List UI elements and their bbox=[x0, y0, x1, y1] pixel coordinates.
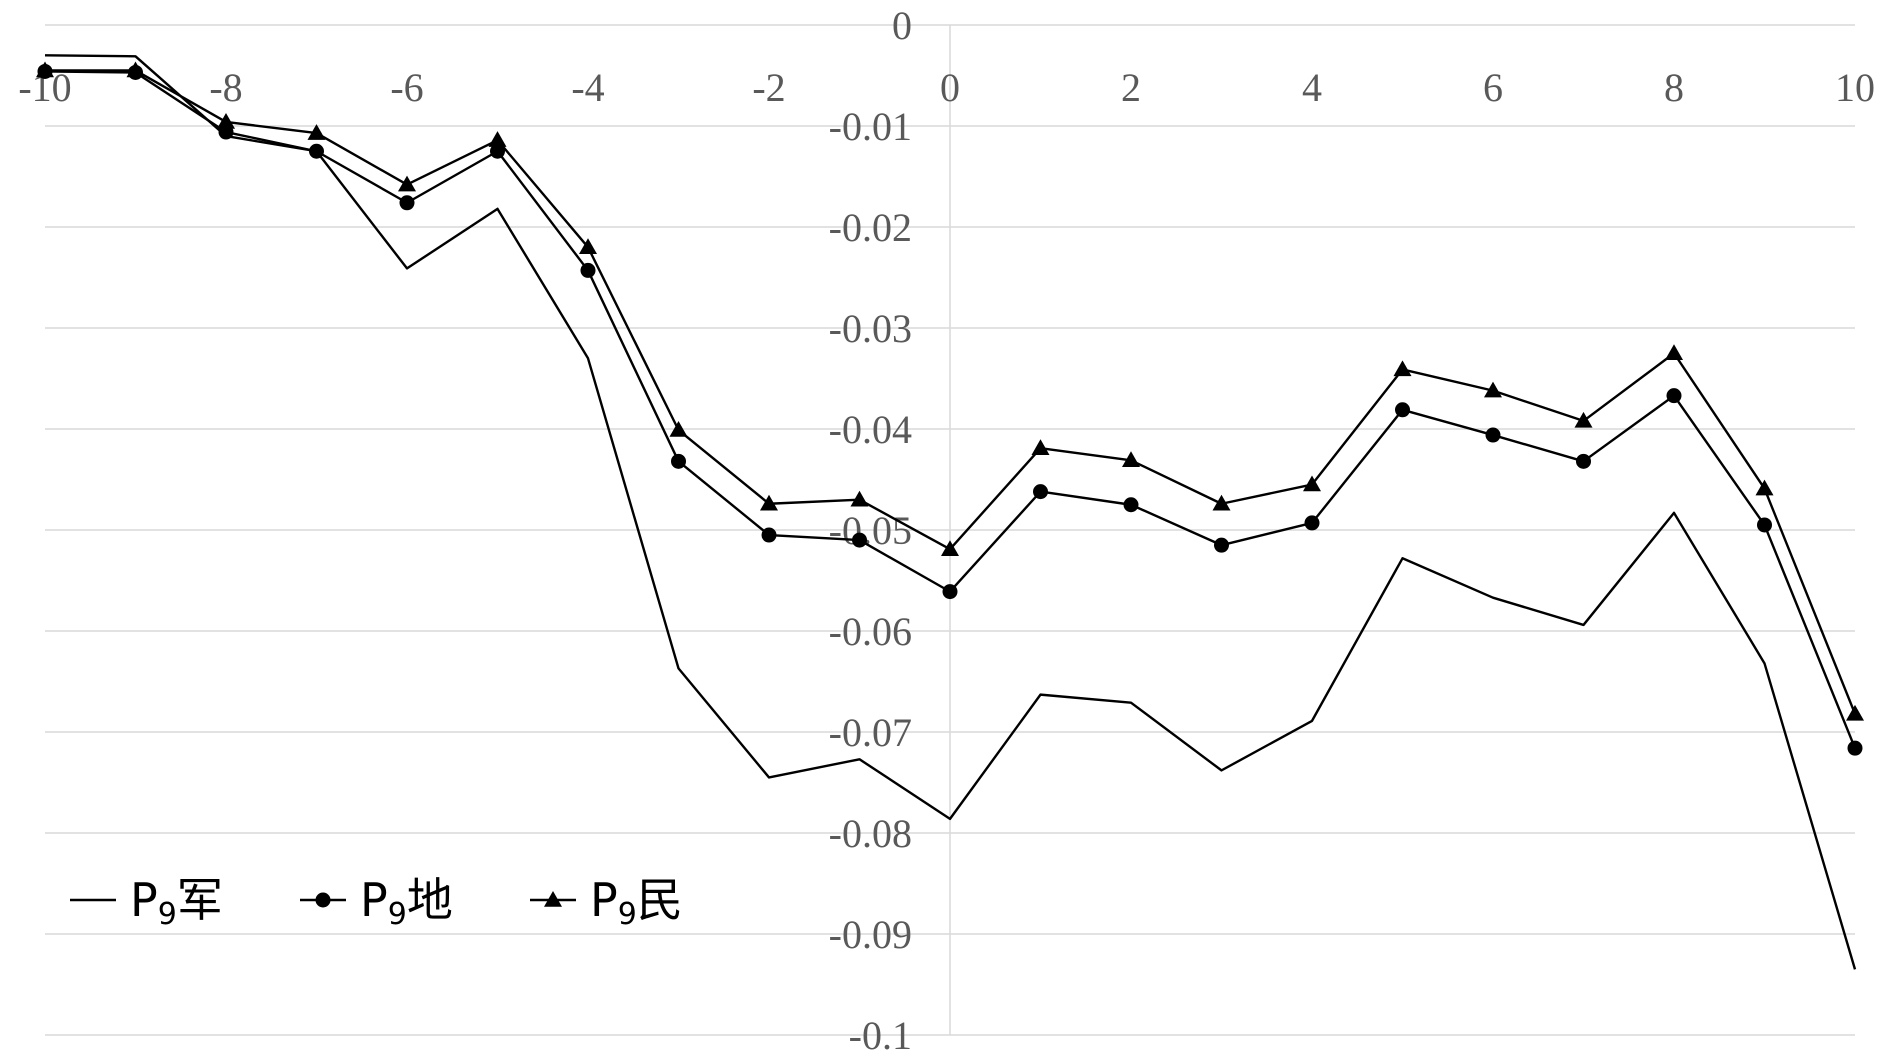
data-point-triangle bbox=[488, 131, 507, 147]
data-point-circle bbox=[1033, 484, 1048, 500]
x-tick-label: 6 bbox=[1483, 65, 1503, 110]
data-point-triangle bbox=[669, 421, 688, 437]
data-point-triangle bbox=[941, 540, 959, 556]
legend-marker-circle bbox=[315, 892, 331, 908]
legend-item: P9民 bbox=[530, 873, 683, 932]
data-point-triangle bbox=[1665, 344, 1683, 360]
data-point-circle bbox=[1214, 537, 1229, 553]
x-tick-label: -2 bbox=[752, 65, 785, 110]
data-point-circle bbox=[1123, 497, 1139, 513]
data-point-triangle bbox=[1303, 475, 1321, 492]
x-tick-label: -4 bbox=[571, 65, 604, 110]
y-tick-label: -0.07 bbox=[829, 710, 912, 755]
x-tick-label: -6 bbox=[390, 65, 423, 110]
x-tick-label: 0 bbox=[940, 65, 960, 110]
data-point-triangle bbox=[1755, 479, 1774, 496]
legend-label: P9地 bbox=[360, 873, 453, 932]
y-tick-label: 0 bbox=[892, 3, 912, 48]
data-point-circle bbox=[1757, 517, 1772, 533]
data-point-triangle bbox=[1122, 451, 1140, 468]
data-point-circle bbox=[1304, 515, 1320, 531]
data-point-circle bbox=[671, 453, 686, 469]
data-point-triangle bbox=[1846, 704, 1864, 721]
y-tick-label: -0.08 bbox=[829, 811, 912, 856]
legend-marker-triangle bbox=[544, 891, 562, 907]
data-point-circle bbox=[399, 195, 415, 211]
data-point-circle bbox=[580, 262, 596, 278]
data-point-triangle bbox=[1574, 411, 1593, 428]
data-point-triangle bbox=[36, 61, 54, 78]
data-point-triangle bbox=[398, 175, 416, 192]
data-point-circle bbox=[309, 143, 324, 159]
x-tick-labels: -10 -8 -6 -4 -2 0 2 4 6 8 10 bbox=[18, 65, 1875, 110]
data-point-triangle bbox=[1212, 494, 1231, 511]
data-point-triangle bbox=[1031, 439, 1050, 455]
series-2 bbox=[36, 61, 1864, 721]
series-group bbox=[36, 54, 1864, 970]
data-point-circle bbox=[852, 532, 867, 548]
data-point-circle bbox=[761, 527, 777, 543]
y-tick-label: -0.04 bbox=[829, 407, 912, 452]
series-0 bbox=[44, 54, 1857, 970]
legend-label: P9民 bbox=[590, 873, 683, 932]
data-point-triangle bbox=[579, 238, 597, 254]
data-point-circle bbox=[942, 584, 958, 600]
series-line bbox=[44, 54, 1857, 970]
x-tick-label: 8 bbox=[1664, 65, 1684, 110]
y-tick-label: -0.06 bbox=[829, 609, 912, 654]
y-tick-label: -0.01 bbox=[829, 104, 912, 149]
data-point-circle bbox=[490, 143, 505, 159]
data-point-circle bbox=[1485, 427, 1501, 443]
data-point-triangle bbox=[1484, 381, 1502, 398]
x-tick-label: 10 bbox=[1835, 65, 1875, 110]
data-point-triangle bbox=[1393, 360, 1412, 377]
data-point-triangle bbox=[307, 124, 326, 140]
x-tick-label: 4 bbox=[1302, 65, 1322, 110]
legend: P9军 P9地 P9民 bbox=[70, 873, 683, 932]
x-tick-label: -8 bbox=[209, 65, 242, 110]
data-point-circle bbox=[1395, 402, 1410, 418]
data-point-triangle bbox=[850, 490, 869, 507]
y-tick-label: -0.1 bbox=[849, 1013, 912, 1058]
legend-label: P9军 bbox=[130, 873, 223, 932]
data-point-triangle bbox=[126, 61, 145, 78]
data-point-circle bbox=[1666, 388, 1682, 404]
y-tick-labels: 0-0.01-0.02-0.03-0.04-0.05-0.06-0.07-0.0… bbox=[829, 3, 912, 1058]
y-tick-label: -0.09 bbox=[829, 912, 912, 957]
legend-item: P9军 bbox=[70, 873, 223, 932]
legend-item: P9地 bbox=[300, 873, 453, 932]
data-point-circle bbox=[1576, 453, 1591, 469]
data-point-circle bbox=[1847, 740, 1863, 756]
y-tick-label: -0.03 bbox=[829, 306, 912, 351]
data-point-triangle bbox=[760, 494, 778, 511]
data-point-triangle bbox=[217, 112, 235, 129]
y-tick-label: -0.02 bbox=[829, 205, 912, 250]
x-tick-label: 2 bbox=[1121, 65, 1141, 110]
